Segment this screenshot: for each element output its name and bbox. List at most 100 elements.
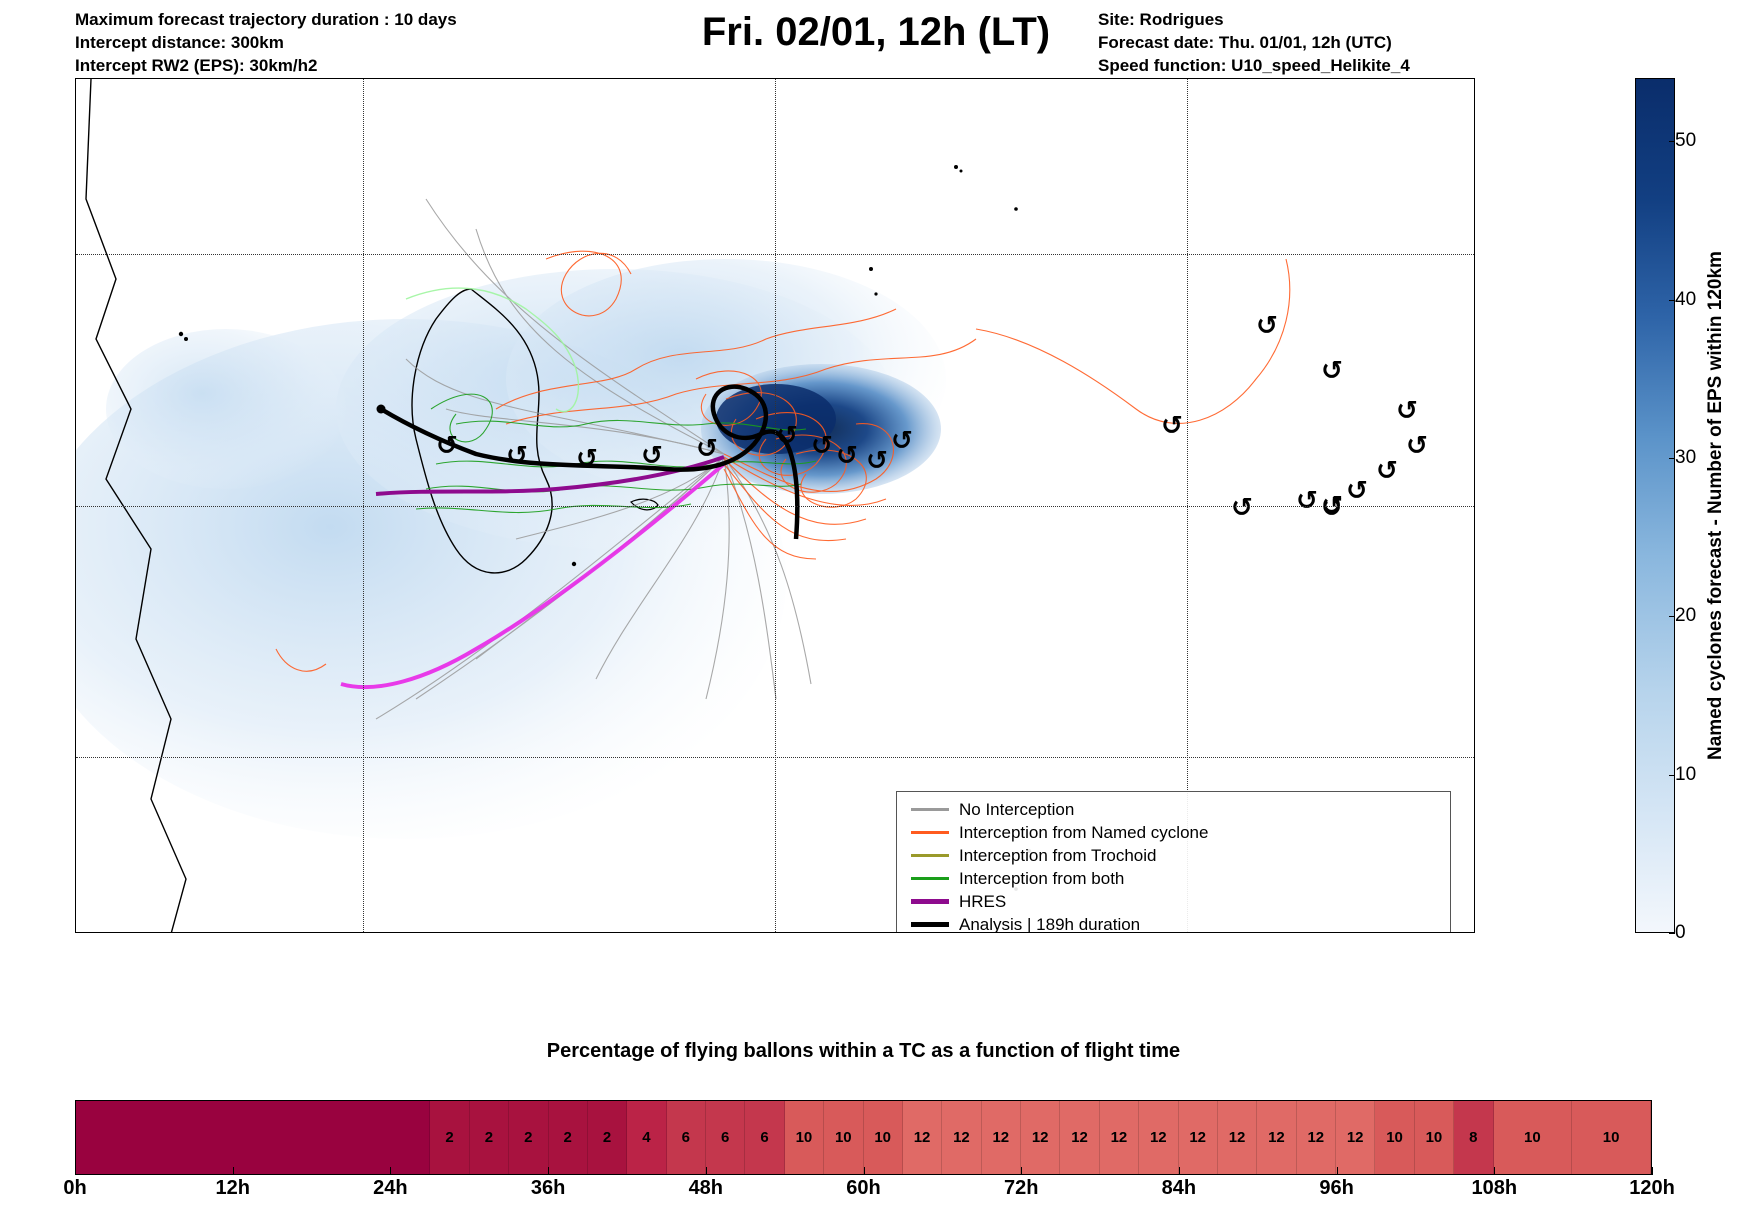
svg-text:↺: ↺ [696,434,718,464]
time-tick-label: 60h [846,1177,880,1200]
svg-text:↺: ↺ [1161,411,1183,441]
svg-text:↺: ↺ [776,421,798,451]
flight-percentage-segment: 10 [864,1101,903,1174]
time-tick-mark [1652,1167,1653,1175]
flight-percentage-segment: 12 [1257,1101,1296,1174]
colorbar-tick: 20 [1675,605,1696,627]
time-tick-mark [548,1167,549,1175]
time-tick-label: 120h [1629,1177,1675,1200]
flight-percentage-segment: 12 [1021,1101,1060,1174]
flight-percentage-segment: 12 [1100,1101,1139,1174]
flight-percentage-segment: 2 [470,1101,509,1174]
flight-percentage-segment: 12 [1139,1101,1178,1174]
flight-percentage-segment: 12 [982,1101,1021,1174]
flight-percentage-segment: 6 [706,1101,745,1174]
legend-item-analysis: Analysis | 189h duration [911,913,1436,933]
time-tick-mark [706,1167,707,1175]
flight-percentage-segment: 12 [1297,1101,1336,1174]
flight-percentage-segment: 12 [1060,1101,1099,1174]
svg-text:↺: ↺ [1231,493,1253,523]
svg-text:↺: ↺ [1321,493,1343,523]
flight-percentage-chart: Percentage of flying ballons within a TC… [75,1100,1652,1201]
flight-percentage-segment: 2 [509,1101,548,1174]
svg-text:↺: ↺ [836,441,858,471]
svg-text:↺: ↺ [891,426,913,456]
time-tick-mark [864,1167,865,1175]
flight-percentage-segment: 6 [745,1101,784,1174]
time-tick-mark [1179,1167,1180,1175]
time-tick-label: 36h [531,1177,565,1200]
svg-text:↺: ↺ [866,446,888,476]
colorbar-container: 0 10 20 30 40 50 [1635,78,1675,933]
flight-percentage-segment: 2 [588,1101,627,1174]
legend-item-trochoid: Interception from Trochoid [911,844,1436,867]
svg-text:↺: ↺ [811,431,833,461]
forecast-map-page: Maximum forecast trajectory duration : 1… [0,0,1752,1213]
map-legend[interactable]: No Interception Interception from Named … [896,791,1451,933]
time-tick-mark [75,1167,76,1175]
flight-percentage-segment: 12 [942,1101,981,1174]
time-tick-label: 96h [1319,1177,1353,1200]
flight-percentage-segment: 10 [1494,1101,1573,1174]
svg-text:↺: ↺ [1396,396,1418,426]
colorbar-title: Named cyclones forecast - Number of EPS … [1705,78,1735,933]
svg-text:↺: ↺ [506,441,528,471]
flight-percentage-segment: 8 [1454,1101,1493,1174]
colorbar-tick: 0 [1675,922,1686,944]
flight-percentage-segment: 10 [785,1101,824,1174]
page-title: Fri. 02/01, 12h (LT) [0,10,1752,55]
gridline-lat [76,506,1474,507]
flight-percentage-segment: 12 [1336,1101,1375,1174]
flight-percentage-segment: 10 [824,1101,863,1174]
svg-text:↺: ↺ [1296,486,1318,516]
colorbar-tick: 30 [1675,447,1696,469]
time-tick-mark [233,1167,234,1175]
flight-percentage-segment: 4 [627,1101,666,1174]
time-tick-label: 12h [215,1177,249,1200]
gridline-lat [76,757,1474,758]
legend-item-hres: HRES [911,890,1436,913]
gridline-lat [76,254,1474,255]
flight-percentage-segment: 6 [667,1101,706,1174]
colorbar-gradient[interactable] [1635,78,1675,933]
svg-text:↺: ↺ [436,431,458,461]
flight-percentage-segment: 12 [903,1101,942,1174]
flight-percentage-segment: 12 [1179,1101,1218,1174]
svg-text:↺: ↺ [1321,356,1343,386]
flight-percentage-ticks: 0h 12h 24h 36h 48h 60h 72h 84h 96h 108h 120h [75,1175,1652,1201]
svg-text:↺: ↺ [1376,456,1398,486]
legend-item-no-interception: No Interception [911,798,1436,821]
time-tick-label: 72h [1004,1177,1038,1200]
time-tick-label: 108h [1472,1177,1518,1200]
svg-text:↺: ↺ [576,444,598,474]
svg-text:↺: ↺ [1346,476,1368,506]
header-line: Speed function: U10_speed_Helikite_4 [1098,54,1410,77]
flight-percentage-segment: 10 [1572,1101,1651,1174]
flight-percentage-segment: 2 [549,1101,588,1174]
legend-item-both: Interception from both [911,867,1436,890]
colorbar-tick: 10 [1675,764,1696,786]
flight-percentage-segment [76,1101,430,1174]
svg-text:↺: ↺ [1406,431,1428,461]
legend-item-named-cyclone: Interception from Named cyclone [911,821,1436,844]
time-tick-mark [1337,1167,1338,1175]
time-tick-label: 48h [689,1177,723,1200]
time-tick-mark [1494,1167,1495,1175]
flight-percentage-segment: 12 [1218,1101,1257,1174]
bottom-bar-title: Percentage of flying ballons within a TC… [75,1040,1652,1063]
forecast-map[interactable]: ↺ ↺ ↺ ↺ ↺ ↺ ↺ ↺ ↺ ↺ ↺ ↺ ↺ ↺ ↺ ↺ ↺ ↺ [75,78,1475,933]
colorbar-tick: 50 [1675,130,1696,152]
time-tick-label: 24h [373,1177,407,1200]
time-tick-mark [390,1167,391,1175]
flight-percentage-segment: 10 [1415,1101,1454,1174]
colorbar-tick: 40 [1675,289,1696,311]
time-tick-label: 0h [63,1177,86,1200]
time-tick-mark [1021,1167,1022,1175]
svg-text:↺: ↺ [1256,311,1278,341]
flight-percentage-segment: 2 [430,1101,469,1174]
time-tick-label: 84h [1162,1177,1196,1200]
flight-percentage-segment: 10 [1375,1101,1414,1174]
flight-percentage-bar[interactable]: 2 2 2 2 2 4 6 6 6 10 10 10 12 12 12 12 12 12 12 12 12 12 12 12 1… [75,1100,1652,1175]
svg-text:↺: ↺ [641,441,663,471]
header-line: Intercept RW2 (EPS): 30km/h2 [75,54,457,77]
